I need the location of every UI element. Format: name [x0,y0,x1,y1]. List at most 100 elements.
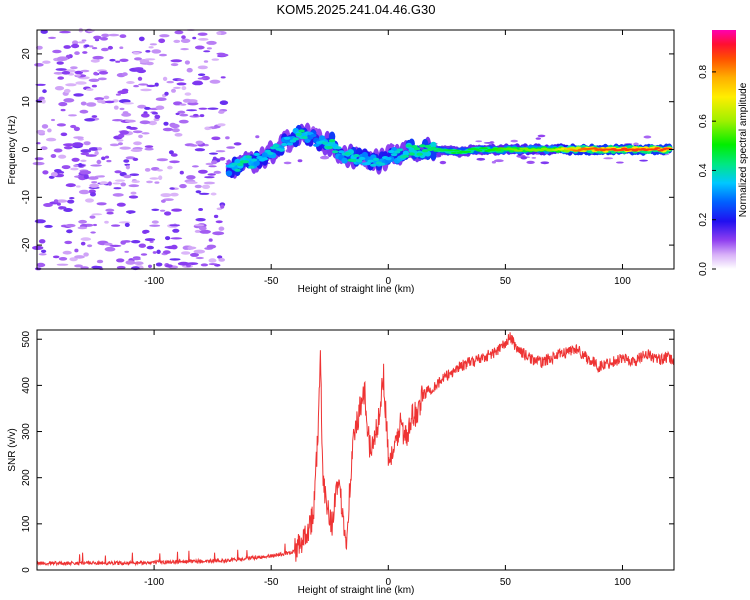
noise-speckle [56,56,69,61]
noise-speckle [483,142,494,144]
noise-speckle [208,152,219,155]
noise-speckle [101,47,109,52]
noise-speckle [218,226,225,231]
snr-frame [36,329,675,571]
noise-speckle [124,119,136,123]
noise-speckle [58,154,67,159]
noise-speckle [50,172,58,177]
noise-speckle [216,31,222,35]
noise-speckle [96,202,107,206]
noise-speckle [194,224,205,227]
noise-speckle [217,255,223,259]
colorbar-tick-label: 0.2 [698,212,709,226]
noise-speckle [51,118,55,122]
noise-speckle [97,147,103,151]
chart-title: KOM5.2025.241.04.46.G30 [276,2,435,17]
noise-speckle [48,175,55,179]
noise-speckle [155,97,167,101]
x-tick-label: 100 [614,577,631,588]
noise-speckle [113,187,122,190]
noise-speckle [93,71,98,76]
noise-speckle [83,141,91,146]
noise-speckle [197,77,206,80]
noise-speckle [165,236,171,241]
noise-speckle [112,119,124,122]
noise-speckle [60,108,66,112]
noise-speckle [535,137,541,140]
noise-speckle [126,81,135,84]
noise-speckle [34,157,44,161]
noise-speckle [172,228,180,233]
noise-speckle [155,105,165,110]
noise-speckle [70,124,77,129]
noise-speckle [195,140,204,145]
noise-speckle [132,51,141,55]
noise-speckle [73,164,80,168]
noise-speckle [104,246,116,252]
spectrogram-noise [32,27,670,271]
noise-speckle [63,208,73,212]
noise-speckle [181,251,191,255]
noise-speckle [209,79,221,84]
signal-track-cell [225,170,233,177]
noise-speckle [154,181,160,184]
noise-speckle [145,61,154,66]
noise-speckle [178,119,189,124]
noise-speckle [320,155,330,160]
noise-speckle [181,35,186,39]
y-tick-label: 0 [21,146,32,152]
snr-x-label: Height of straight line (km) [298,585,415,596]
noise-speckle [141,132,150,135]
noise-speckle [145,50,151,53]
noise-speckle [104,155,110,159]
signal-track-cell [344,152,351,156]
signal-track-cell [237,162,244,167]
noise-speckle [210,192,217,196]
noise-speckle [76,185,81,188]
noise-speckle [122,111,129,114]
signal-track-cell [413,147,421,151]
noise-speckle [520,156,528,160]
noise-speckle [170,63,179,67]
noise-speckle [156,169,163,172]
noise-speckle [80,237,92,241]
noise-speckle [186,262,199,265]
noise-speckle [94,97,105,101]
noise-speckle [47,128,52,133]
noise-speckle [78,189,90,195]
noise-speckle [92,47,98,50]
noise-speckle [34,63,44,67]
noise-speckle [151,220,159,224]
noise-speckle [63,146,73,150]
noise-speckle [162,76,168,81]
noise-speckle [63,98,75,103]
noise-speckle [182,98,192,103]
noise-speckle [213,214,219,219]
signal-track-cell [310,134,317,138]
signal-track-cell [301,135,308,140]
noise-speckle [42,170,49,175]
noise-speckle [194,184,202,189]
noise-speckle [149,177,159,180]
signal-track-cell [430,146,437,150]
noise-speckle [121,112,132,117]
noise-speckle [115,60,121,63]
noise-speckle [122,102,134,105]
signal-track-cell [516,149,523,152]
noise-speckle [118,133,125,138]
noise-speckle [104,242,113,246]
noise-speckle [116,139,124,142]
signal-track-cell [390,153,398,157]
snr-x-axis: -100 -50 0 50 100 [144,330,631,588]
noise-speckle [140,253,148,256]
noise-speckle [119,130,129,135]
noise-speckle [171,128,180,133]
x-tick-label: 50 [500,577,512,588]
noise-speckle [108,33,120,37]
noise-speckle [88,147,100,151]
noise-speckle [40,29,48,34]
noise-speckle [123,174,132,179]
noise-speckle [77,226,88,230]
noise-speckle [65,183,76,188]
